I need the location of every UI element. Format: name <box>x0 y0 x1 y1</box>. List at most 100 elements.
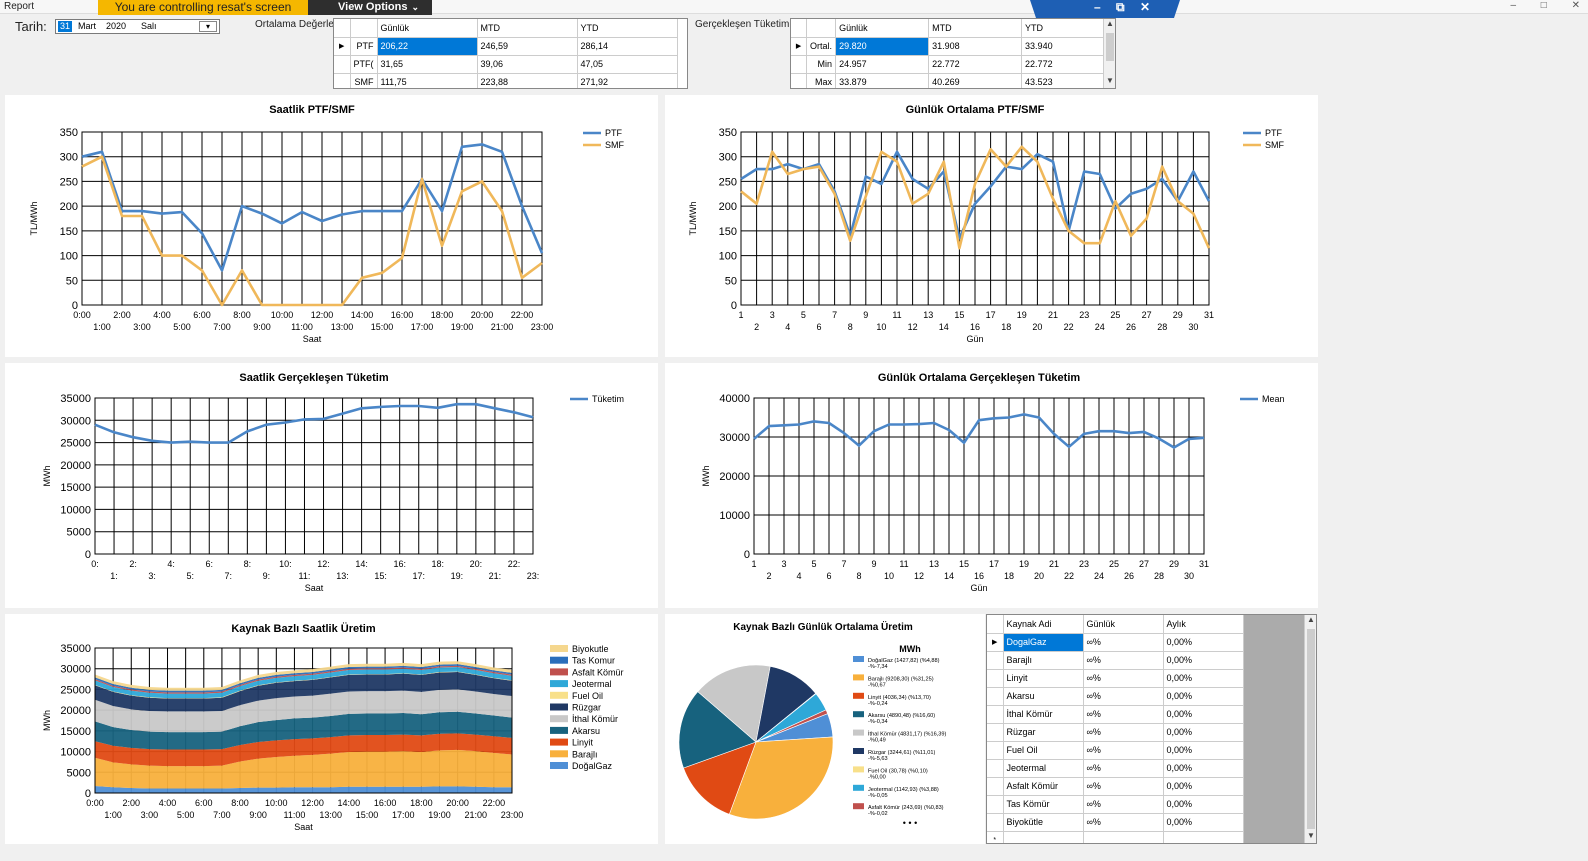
source-name-cell[interactable]: Rüzgar <box>1003 723 1084 742</box>
date-day[interactable]: 31 <box>58 21 73 32</box>
source-daily-cell[interactable]: ∞% <box>1083 777 1164 796</box>
consumption-grid-cell[interactable]: 24.957 <box>835 55 930 74</box>
consumption-grid-row[interactable]: Min 24.957 22.772 22.772 <box>791 55 1115 74</box>
minimize-button[interactable]: – <box>1510 0 1516 11</box>
source-daily-cell[interactable]: ∞% <box>1083 669 1164 688</box>
maximize-button[interactable]: □ <box>1540 0 1547 11</box>
source-grid-row[interactable]: İthal Kömür ∞% 0,00% <box>987 705 1244 724</box>
source-daily-cell[interactable]: ∞% <box>1083 723 1164 742</box>
consumption-grid-col-header[interactable]: YTD <box>1021 19 1115 38</box>
source-name-cell[interactable]: İthal Kömür <box>1003 705 1084 724</box>
source-daily-cell[interactable]: ∞% <box>1083 687 1164 706</box>
consumption-grid-col-header[interactable]: MTD <box>928 19 1023 38</box>
source-monthly-cell[interactable]: 0,00% <box>1163 723 1244 742</box>
averages-grid-row[interactable]: PTF(31,65 39,06 47,05 <box>334 55 678 74</box>
source-daily-cell[interactable]: ∞% <box>1083 759 1164 778</box>
source-name-cell[interactable]: DogalGaz <box>1003 633 1084 652</box>
averages-grid-cell[interactable]: 223,88 <box>477 73 578 88</box>
averages-grid-cell[interactable]: 47,05 <box>577 55 678 74</box>
source-monthly-cell[interactable]: 0,00% <box>1163 651 1244 670</box>
consumption-grid-cell[interactable]: 31.908 <box>928 37 1023 56</box>
source-name-cell[interactable]: Biyokütle <box>1003 813 1084 832</box>
remote-close-button[interactable]: ✕ <box>1140 0 1151 14</box>
source-daily-cell[interactable]: ∞% <box>1083 795 1164 814</box>
averages-grid-row[interactable]: ▶ PTF 206,22 246,59 286,14 <box>334 37 678 56</box>
source-grid-row[interactable]: Barajlı ∞% 0,00% <box>987 651 1244 670</box>
source-grid-row[interactable]: Jeotermal ∞% 0,00% <box>987 759 1244 778</box>
scroll-thumb[interactable] <box>1307 629 1315 829</box>
averages-grid-col-header[interactable]: MTD <box>477 19 578 38</box>
source-grid-col-header[interactable]: Günlük <box>1083 615 1164 634</box>
source-grid-row[interactable]: Biyokütle ∞% 0,00% <box>987 813 1244 832</box>
consumption-grid-col-header[interactable]: Günlük <box>835 19 930 38</box>
averages-grid-cell[interactable]: 206,22 <box>377 37 478 56</box>
consumption-grid-cell[interactable]: 40.269 <box>928 73 1023 88</box>
source-grid-col-header[interactable]: Kaynak Adi <box>1003 615 1084 634</box>
scroll-down-icon[interactable]: ▼ <box>1106 76 1114 85</box>
averages-grid-cell[interactable]: 286,14 <box>577 37 678 56</box>
source-name-cell[interactable]: Fuel Oil <box>1003 741 1084 760</box>
averages-grid-cell[interactable]: 246,59 <box>477 37 578 56</box>
source-grid-col-header[interactable]: Aylık <box>1163 615 1244 634</box>
source-grid-scrollbar[interactable]: ▲ ▼ <box>1304 615 1316 843</box>
source-monthly-cell[interactable]: 0,00% <box>1163 705 1244 724</box>
averages-grid-col-header[interactable]: YTD <box>577 19 678 38</box>
consumption-grid[interactable]: Günlük MTD YTD ▶ Ortal. 29.820 31.908 33.940 Min… <box>790 18 1116 89</box>
scroll-thumb[interactable] <box>1106 33 1114 61</box>
date-year[interactable]: 2020 <box>106 21 127 31</box>
source-grid[interactable]: Kaynak Adi Günlük Aylık ▶ DogalGaz ∞% 0,00% Bar… <box>986 614 1317 844</box>
source-daily-cell[interactable]: ∞% <box>1083 813 1164 832</box>
averages-grid-cell[interactable]: 39,06 <box>477 55 578 74</box>
remote-restore-button[interactable]: ⧉ <box>1116 0 1125 14</box>
source-monthly-cell[interactable]: 0,00% <box>1163 759 1244 778</box>
source-grid-row[interactable]: Asfalt Kömür ∞% 0,00% <box>987 777 1244 796</box>
source-daily-cell[interactable]: ∞% <box>1083 633 1164 652</box>
source-monthly-cell[interactable]: 0,00% <box>1163 669 1244 688</box>
source-grid-row[interactable]: Akarsu ∞% 0,00% <box>987 687 1244 706</box>
source-name-cell[interactable]: Tas Kömür <box>1003 795 1084 814</box>
consumption-grid-cell[interactable]: 43.523 <box>1021 73 1115 88</box>
consumption-grid-cell[interactable]: 29.820 <box>835 37 930 56</box>
source-empty-cell[interactable] <box>1083 831 1164 843</box>
source-grid-row[interactable]: ▶ DogalGaz ∞% 0,00% <box>987 633 1244 652</box>
source-name-cell[interactable]: Jeotermal <box>1003 759 1084 778</box>
scroll-up-icon[interactable]: ▲ <box>1106 19 1114 28</box>
source-daily-cell[interactable]: ∞% <box>1083 651 1164 670</box>
source-grid-row[interactable]: Fuel Oil ∞% 0,00% <box>987 741 1244 760</box>
source-monthly-cell[interactable]: 0,00% <box>1163 813 1244 832</box>
consumption-grid-cell[interactable]: 22.772 <box>928 55 1023 74</box>
source-monthly-cell[interactable]: 0,00% <box>1163 795 1244 814</box>
source-grid-row[interactable]: Linyit ∞% 0,00% <box>987 669 1244 688</box>
averages-grid[interactable]: Günlük MTD YTD ▶ PTF 206,22 246,59 286,14 PTF(31… <box>333 18 688 89</box>
source-empty-cell[interactable] <box>1163 831 1244 843</box>
source-daily-cell[interactable]: ∞% <box>1083 741 1164 760</box>
consumption-grid-scrollbar[interactable]: ▲ ▼ <box>1103 19 1115 88</box>
averages-grid-cell[interactable]: 111,75 <box>377 73 478 88</box>
source-empty-cell[interactable] <box>1003 831 1084 843</box>
date-month[interactable]: Mart <box>78 21 96 31</box>
source-grid-new-row[interactable]: * <box>987 831 1244 843</box>
scroll-up-icon[interactable]: ▲ <box>1307 615 1315 624</box>
calendar-dropdown-icon[interactable]: ▾ <box>199 21 217 32</box>
source-name-cell[interactable]: Asfalt Kömür <box>1003 777 1084 796</box>
close-button[interactable]: ✕ <box>1571 0 1580 11</box>
source-name-cell[interactable]: Linyit <box>1003 669 1084 688</box>
averages-grid-cell[interactable]: 31,65 <box>377 55 478 74</box>
scroll-down-icon[interactable]: ▼ <box>1307 831 1315 840</box>
averages-grid-col-header[interactable]: Günlük <box>377 19 478 38</box>
consumption-grid-cell[interactable]: 33.940 <box>1021 37 1115 56</box>
source-grid-row[interactable]: Tas Kömür ∞% 0,00% <box>987 795 1244 814</box>
consumption-grid-row[interactable]: ▶ Ortal. 29.820 31.908 33.940 <box>791 37 1115 56</box>
date-picker[interactable]: 31 Mart 2020 Salı ▾ <box>55 19 220 34</box>
source-grid-row[interactable]: Rüzgar ∞% 0,00% <box>987 723 1244 742</box>
source-name-cell[interactable]: Akarsu <box>1003 687 1084 706</box>
averages-grid-row[interactable]: SMF 111,75 223,88 271,92 <box>334 73 678 88</box>
source-name-cell[interactable]: Barajlı <box>1003 651 1084 670</box>
view-options-button[interactable]: View Options ⌄ <box>308 0 432 15</box>
source-monthly-cell[interactable]: 0,00% <box>1163 687 1244 706</box>
consumption-grid-cell[interactable]: 22.772 <box>1021 55 1115 74</box>
consumption-grid-row[interactable]: Max 33.879 40.269 43.523 <box>791 73 1115 88</box>
remote-minimize-button[interactable]: – <box>1094 0 1101 14</box>
source-daily-cell[interactable]: ∞% <box>1083 705 1164 724</box>
source-monthly-cell[interactable]: 0,00% <box>1163 777 1244 796</box>
